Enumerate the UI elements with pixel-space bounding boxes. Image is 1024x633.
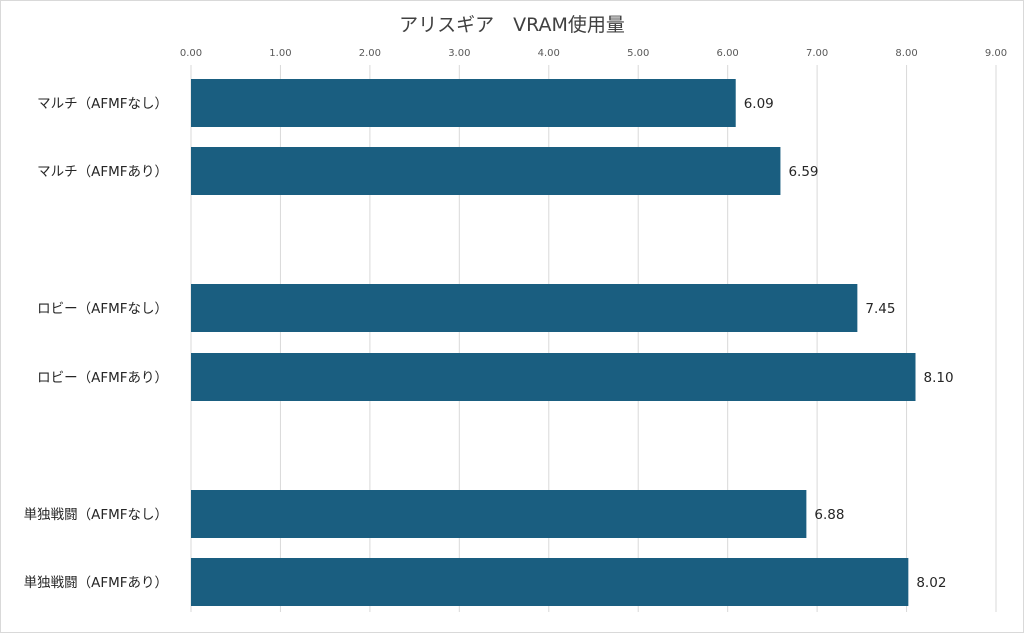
x-tick-label: 8.00 bbox=[895, 48, 917, 59]
x-tick-label: 0.00 bbox=[180, 48, 202, 59]
data-label: 7.45 bbox=[865, 301, 895, 317]
category-label: 単独戦闘（AFMFあり） bbox=[24, 575, 168, 591]
data-labels: 6.09 6.59 7.45 8.10 6.88 8.02 bbox=[744, 96, 954, 591]
category-label: 単独戦闘（AFMFなし） bbox=[24, 507, 168, 523]
category-labels: マルチ（AFMFなし） マルチ（AFMFあり） ロビー（AFMFなし） ロビー（AFM… bbox=[24, 96, 168, 591]
data-label: 6.09 bbox=[744, 96, 774, 112]
chart-title: アリスギア VRAM使用量 bbox=[399, 14, 625, 36]
bar bbox=[191, 79, 736, 127]
category-label: マルチ（AFMFあり） bbox=[37, 164, 168, 180]
category-label: マルチ（AFMFなし） bbox=[37, 96, 168, 112]
x-tick-label: 7.00 bbox=[806, 48, 828, 59]
data-label: 8.10 bbox=[924, 370, 954, 386]
x-tick-label: 4.00 bbox=[538, 48, 560, 59]
category-label: ロビー（AFMFあり） bbox=[37, 370, 168, 386]
bar bbox=[191, 147, 781, 195]
bar bbox=[191, 558, 909, 606]
x-tick-label: 1.00 bbox=[269, 48, 291, 59]
x-axis-tick-labels: 0.00 1.00 2.00 3.00 4.00 5.00 6.00 7.00 8.00 9.00 bbox=[180, 48, 1007, 59]
x-tick-label: 2.00 bbox=[359, 48, 381, 59]
data-label: 6.88 bbox=[814, 507, 844, 523]
x-tick-label: 9.00 bbox=[985, 48, 1007, 59]
x-tick-label: 6.00 bbox=[717, 48, 739, 59]
bar bbox=[191, 490, 807, 538]
bar bbox=[191, 353, 916, 401]
category-label: ロビー（AFMFなし） bbox=[37, 301, 168, 317]
bar bbox=[191, 284, 858, 332]
x-tick-label: 5.00 bbox=[627, 48, 649, 59]
data-label: 8.02 bbox=[916, 575, 946, 591]
x-tick-label: 3.00 bbox=[448, 48, 470, 59]
bars bbox=[191, 79, 916, 606]
data-label: 6.59 bbox=[788, 164, 818, 180]
